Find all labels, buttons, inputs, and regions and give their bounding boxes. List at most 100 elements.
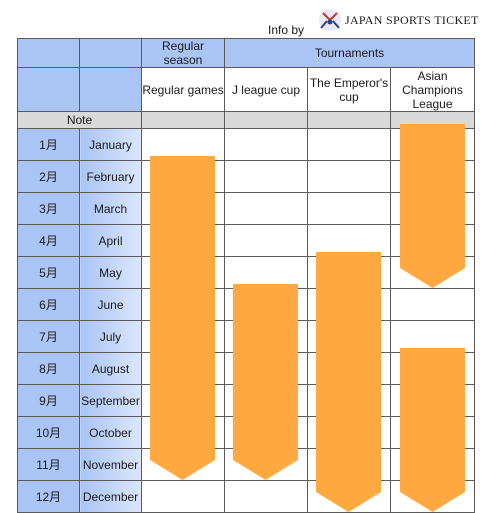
header-tournaments: Tournaments [224,38,475,68]
schedule-cell [390,480,475,513]
schedule-cell [224,224,308,257]
month-en-label: September [79,384,142,417]
schedule-cell [224,288,308,321]
column-header-regular-games: Regular games [141,67,225,112]
schedule-cell [390,288,475,321]
schedule-cell [390,192,475,225]
month-jp-label: 1月 [17,128,80,161]
schedule-cell [307,128,391,161]
schedule-cell [307,224,391,257]
month-jp-label: 5月 [17,256,80,289]
month-en-label: January [79,128,142,161]
schedule-cell [141,416,225,449]
month-row: 4月 April [17,224,475,257]
schedule-cell [141,384,225,417]
month-en-label: June [79,288,142,321]
schedule-cell [390,224,475,257]
schedule-cell [390,448,475,481]
schedule-cell [224,448,308,481]
schedule-cell [141,128,225,161]
schedule-cell [141,288,225,321]
month-row: 1月 January [17,128,475,161]
corner-cell [17,38,80,68]
month-row: 3月 March [17,192,475,225]
month-row: 7月 July [17,320,475,353]
schedule-cell [307,256,391,289]
schedule-cell [224,480,308,513]
column-header-emperors-cup: The Emperor's cup [307,67,391,112]
schedule-cell [141,448,225,481]
schedule-cell [141,256,225,289]
schedule-cell [390,320,475,353]
note-cell [390,111,475,129]
note-cell [224,111,308,129]
month-jp-label: 3月 [17,192,80,225]
schedule-cell [390,352,475,385]
corner-cell [79,38,142,68]
month-en-label: December [79,480,142,513]
brand-logo: JAPAN SPORTS TICKET [318,8,479,32]
month-row: 11月 November [17,448,475,481]
schedule-cell [141,320,225,353]
schedule-cell [307,416,391,449]
month-en-label: May [79,256,142,289]
schedule-cell [224,192,308,225]
schedule-cell [141,480,225,513]
schedule-cell [224,320,308,353]
month-jp-label: 2月 [17,160,80,193]
note-cell [141,111,225,129]
month-jp-label: 9月 [17,384,80,417]
schedule-cell [141,160,225,193]
schedule-cell [307,352,391,385]
note-label: Note [17,111,142,129]
info-by-label: Info by [268,23,305,37]
schedule-cell [307,448,391,481]
month-jp-label: 4月 [17,224,80,257]
note-cell [307,111,391,129]
schedule-cell [224,384,308,417]
schedule-cell [224,416,308,449]
schedule-cell [224,128,308,161]
month-row: 9月 September [17,384,475,417]
month-jp-label: 10月 [17,416,80,449]
header-regular-season: Regular season [141,38,225,68]
month-row: 6月 June [17,288,475,321]
brand-mark-icon [319,9,341,31]
schedule-cell [390,384,475,417]
month-jp-label: 12月 [17,480,80,513]
month-jp-label: 6月 [17,288,80,321]
month-jp-label: 8月 [17,352,80,385]
column-header-j-league-cup: J league cup [224,67,308,112]
month-row: 12月 December [17,480,475,513]
month-en-label: July [79,320,142,353]
schedule-cell [307,288,391,321]
schedule-cell [141,192,225,225]
month-en-label: March [79,192,142,225]
schedule-cell [307,384,391,417]
month-row: 10月 October [17,416,475,449]
schedule-cell [141,224,225,257]
month-row: 5月 May [17,256,475,289]
schedule-cell [224,352,308,385]
corner-cell [17,67,80,112]
month-en-label: August [79,352,142,385]
schedule-cell [224,256,308,289]
column-header-acl: Asian Champions League [390,67,475,112]
month-jp-label: 7月 [17,320,80,353]
month-en-label: November [79,448,142,481]
schedule-cell [307,192,391,225]
corner-cell [79,67,142,112]
month-en-label: October [79,416,142,449]
month-en-label: April [79,224,142,257]
schedule-cell [390,256,475,289]
schedule-cell [390,160,475,193]
schedule-cell [307,160,391,193]
month-jp-label: 11月 [17,448,80,481]
schedule-cell [224,160,308,193]
schedule-cell [307,320,391,353]
schedule-cell [307,480,391,513]
brand-name: JAPAN SPORTS TICKET [345,12,479,27]
schedule-cell [390,416,475,449]
month-en-label: February [79,160,142,193]
month-row: 2月 February [17,160,475,193]
